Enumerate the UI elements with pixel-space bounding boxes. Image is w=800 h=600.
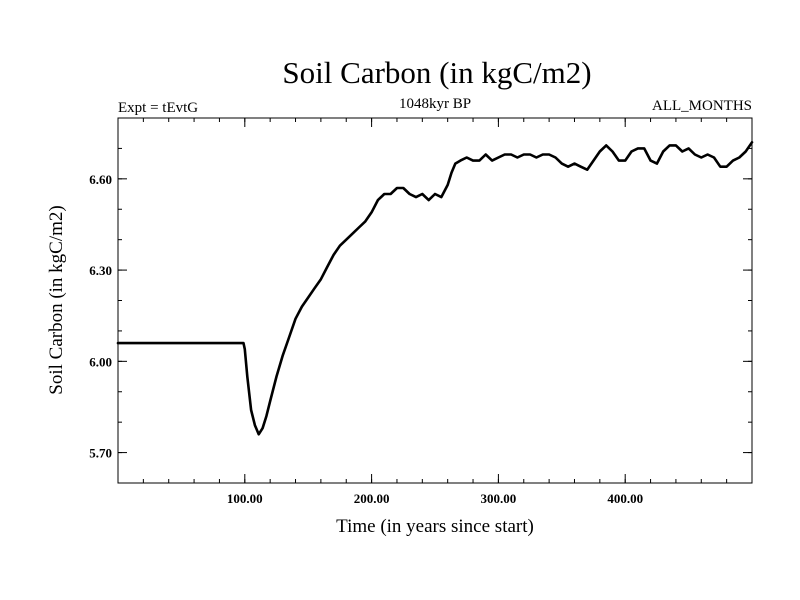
y-tick-label: 6.00	[89, 354, 112, 369]
months-label: ALL_MONTHS	[652, 98, 752, 114]
period-label: 1048kyr BP	[399, 96, 471, 112]
series-line	[116, 141, 754, 436]
x-tick-label: 200.00	[354, 491, 390, 506]
experiment-label: Expt = tEvtG	[118, 100, 198, 116]
chart-title: Soil Carbon (in kgC/m2)	[282, 55, 591, 90]
y-tick-label: 6.60	[89, 172, 112, 187]
y-axis-label: Soil Carbon (in kgC/m2)	[46, 205, 67, 394]
plot-area: 100.00 200.00 300.00 400.00 5.70 6.00 6.30 6.60	[89, 117, 754, 506]
plot-frame	[117, 117, 753, 484]
x-tick-label: 100.00	[227, 491, 263, 506]
y-tick-label: 5.70	[89, 446, 112, 461]
x-tick-label: 400.00	[607, 491, 643, 506]
y-tick-label: 6.30	[89, 263, 112, 278]
x-axis-label: Time (in years since start)	[336, 516, 534, 537]
x-tick-label: 300.00	[481, 491, 517, 506]
